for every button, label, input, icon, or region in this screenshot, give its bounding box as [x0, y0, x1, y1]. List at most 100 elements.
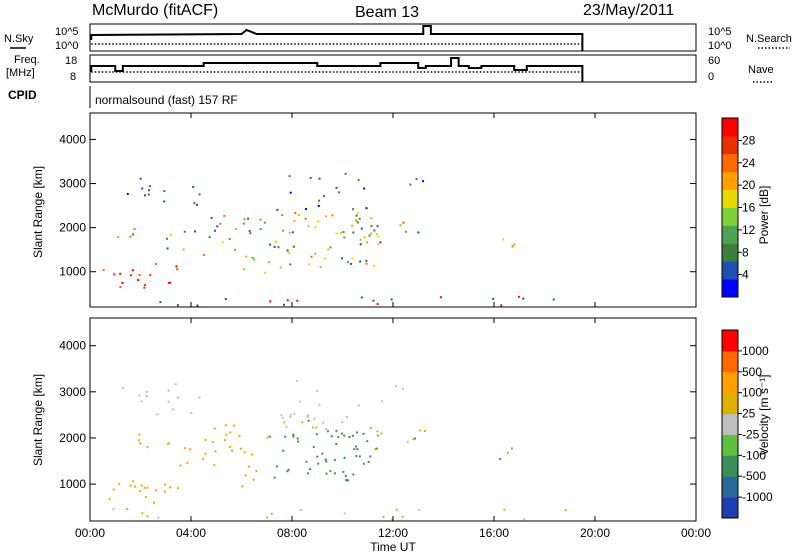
echo-cell: [390, 298, 393, 301]
echo-cell: [327, 248, 330, 251]
echo-cell: [355, 455, 358, 458]
echo-cell: [306, 415, 309, 418]
echo-cell: [269, 300, 272, 303]
echo-cell: [245, 255, 248, 258]
colorbar-swatch: [722, 497, 738, 519]
echo-cell: [133, 228, 136, 231]
colorbar-swatch: [722, 243, 738, 262]
echo-cell: [145, 390, 148, 393]
echo-cell: [376, 225, 379, 228]
nave-tick-bottom: 0: [708, 71, 714, 83]
echo-cell: [417, 509, 420, 512]
echo-cell: [166, 442, 169, 445]
velocity-colorbar-label: Velocity [m s⁻¹]: [757, 374, 771, 455]
echo-cell: [340, 231, 343, 234]
echo-cell: [228, 238, 231, 241]
echo-cell: [198, 193, 201, 196]
echo-cell: [225, 433, 228, 436]
colorbar-swatch: [722, 455, 738, 477]
echo-cell: [373, 264, 376, 267]
echo-cell: [323, 257, 326, 260]
echo-cell: [143, 194, 146, 197]
echo-cell: [319, 266, 322, 269]
echo-cell: [259, 218, 262, 221]
echo-cell: [252, 478, 255, 481]
echo-cell: [367, 460, 370, 463]
echo-cell: [338, 191, 341, 194]
echo-cell: [325, 428, 328, 431]
echo-cell: [196, 203, 199, 206]
echo-cell: [155, 262, 158, 265]
echo-cell: [157, 516, 160, 519]
echo-cell: [362, 462, 365, 465]
echo-cell: [249, 232, 252, 235]
echo-cell: [292, 245, 295, 248]
echo-cell: [202, 254, 205, 257]
echo-cell: [363, 236, 366, 239]
echo-cell: [165, 237, 168, 240]
echo-cell: [263, 221, 266, 224]
colorbar-swatch: [722, 392, 738, 415]
echo-cell: [243, 451, 246, 454]
echo-cell: [243, 218, 246, 221]
echo-cell: [283, 421, 286, 424]
echo-cell: [344, 474, 347, 477]
echo-cell: [412, 438, 415, 441]
echo-cell: [154, 489, 157, 492]
echo-cell: [315, 433, 318, 436]
echo-cell: [329, 470, 332, 473]
echo-cell: [341, 432, 344, 435]
colorbar-swatch: [722, 330, 738, 352]
echo-cell: [380, 432, 383, 435]
echo-cell: [492, 297, 495, 300]
echo-cell: [172, 408, 175, 411]
echo-cell: [189, 448, 192, 451]
echo-cell: [329, 246, 332, 249]
echo-cell: [321, 452, 324, 455]
echo-cell: [130, 274, 133, 277]
echo-cell: [564, 509, 567, 512]
freq-line: [90, 57, 584, 82]
nave-tick-top: 60: [708, 55, 720, 67]
echo-cell: [137, 439, 140, 442]
echo-cell: [299, 508, 302, 511]
echo-cell: [266, 516, 269, 519]
y-tick-label: 4000: [59, 339, 86, 353]
echo-cell: [359, 238, 362, 241]
echo-cell: [359, 243, 362, 246]
echo-cell: [307, 225, 310, 228]
colorbar-swatch: [722, 434, 738, 456]
echo-cell: [399, 224, 402, 227]
echo-cell: [186, 461, 189, 464]
x-tick-label: 12:00: [378, 526, 408, 540]
echo-cell: [325, 472, 328, 475]
echo-cell: [318, 177, 321, 180]
echo-cell: [335, 232, 338, 235]
echo-cell: [275, 465, 278, 468]
echo-cell: [131, 480, 134, 483]
echo-cell: [129, 235, 132, 238]
echo-cell: [391, 518, 394, 521]
echo-cell: [159, 301, 162, 304]
echo-cell: [374, 448, 377, 451]
echo-cell: [139, 442, 142, 445]
colorbar-tick-label: 16: [742, 201, 756, 215]
echo-cell: [337, 436, 340, 439]
echo-cell: [343, 236, 346, 239]
power-panel-frame: [89, 112, 697, 308]
power-colorbar-label: Power [dB]: [757, 186, 771, 245]
echo-cell: [204, 452, 207, 455]
echo-cell: [324, 458, 327, 461]
echo-cell: [129, 484, 132, 487]
echo-cell: [223, 439, 226, 442]
echo-cell: [289, 413, 292, 416]
echo-cell: [335, 442, 338, 445]
echo-cell: [317, 204, 320, 207]
echo-cell: [323, 195, 326, 198]
echo-cell: [316, 389, 319, 392]
echo-cell: [119, 286, 122, 289]
colorbar-swatch: [722, 279, 738, 298]
colorbar-swatch: [722, 118, 738, 137]
